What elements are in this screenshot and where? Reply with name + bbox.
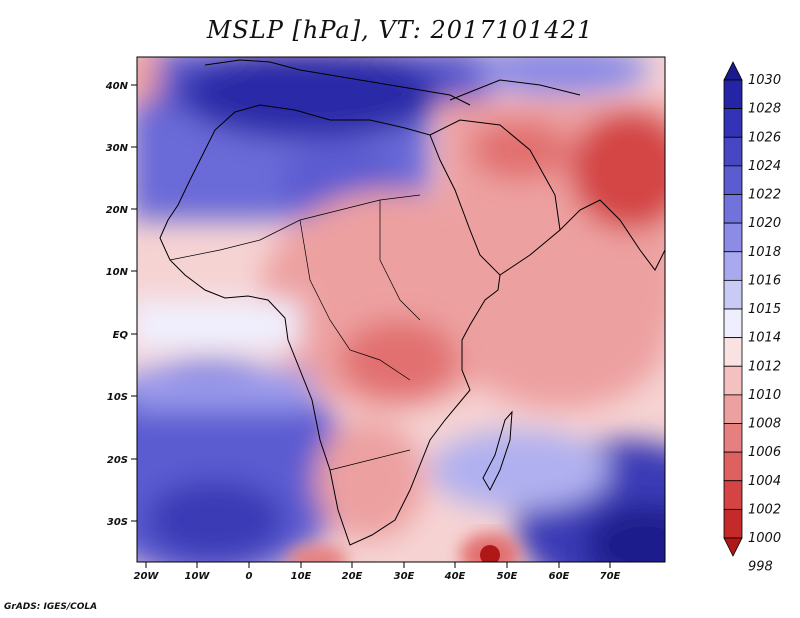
lat-label: 20S <box>107 455 128 466</box>
colorbar-segment <box>723 480 743 510</box>
colorbar-label: 1024 <box>748 159 781 174</box>
colorbar-label: 1030 <box>748 73 781 88</box>
colorbar-bottom-arrow <box>723 537 743 557</box>
colorbar-segment <box>723 79 743 110</box>
colorbar-label: 1006 <box>748 445 781 460</box>
colorbar-segment <box>723 194 743 224</box>
colorbar-label: 1028 <box>748 102 781 117</box>
latitude-axis: 40N 30N 20N 10N EQ 10S 20S 30S <box>105 81 137 528</box>
colorbar-label: 1020 <box>748 216 781 231</box>
colorbar-label: 1018 <box>748 245 781 260</box>
lon-label: 60E <box>549 571 570 582</box>
cutoff-low <box>480 545 500 562</box>
lat-label: 30N <box>106 143 129 154</box>
arabia-coastline <box>429 119 561 276</box>
lon-label: 20E <box>342 571 363 582</box>
africa-coastline <box>159 104 501 546</box>
lon-label: 30E <box>394 571 415 582</box>
colorbar-segment <box>723 222 743 253</box>
longitude-axis: 20W 10W 0 10E 20E 30E 40E 50E 60E 70E <box>134 562 621 582</box>
colorbar-label: 1002 <box>748 502 781 517</box>
colorbar-label: 1022 <box>748 188 781 203</box>
colorbar-label: 1010 <box>748 388 781 403</box>
colorbar-segment <box>723 308 743 339</box>
colorbar-label: 998 <box>748 560 773 575</box>
lon-label: 50E <box>497 571 518 582</box>
lon-label: 10W <box>185 571 211 582</box>
colorbar-segment <box>723 251 743 281</box>
mediterranean-high <box>180 57 440 140</box>
map-title: MSLP [hPa], VT: 2017101421 <box>206 16 594 44</box>
colorbar-label: 1008 <box>748 417 781 432</box>
lon-label: 40E <box>444 571 466 582</box>
colorbar-segment <box>723 451 743 482</box>
colorbar-label: 1014 <box>748 331 781 346</box>
colorbar-segment <box>723 508 743 539</box>
europe-coastline <box>204 59 471 106</box>
lon-label: 20W <box>134 571 160 582</box>
lon-label: 10E <box>291 571 312 582</box>
lat-label: EQ <box>113 330 129 341</box>
colorbar-segment <box>723 136 743 167</box>
colorbar-segment <box>723 365 743 396</box>
colorbar: 1030 1028 1026 1024 1022 1020 1018 1016 1015 1014… <box>723 61 781 575</box>
colorbar-label: 1000 <box>748 531 781 546</box>
lat-label: 10N <box>106 267 129 278</box>
lon-label: 0 <box>246 571 253 582</box>
grads-credit: GrADS: IGES/COLA <box>4 602 98 612</box>
south-asia-low <box>570 110 665 230</box>
colorbar-label: 1026 <box>748 130 781 145</box>
lat-label: 10S <box>107 392 128 403</box>
lat-label: 40N <box>105 81 129 92</box>
colorbar-segment <box>723 337 743 367</box>
colorbar-segment <box>723 423 743 453</box>
lat-label: 20N <box>106 205 129 216</box>
madagascar <box>482 410 513 492</box>
plot-border <box>136 56 666 563</box>
colorbar-label: 1012 <box>748 359 781 374</box>
colorbar-top-arrow <box>723 61 743 81</box>
colorbar-label: 1016 <box>748 273 781 288</box>
coastlines <box>159 59 665 546</box>
colorbar-label: 1004 <box>748 474 781 489</box>
colorbar-segment <box>723 165 743 195</box>
lat-label: 30S <box>107 517 128 528</box>
india-coastline <box>559 199 665 271</box>
pressure-field <box>137 57 665 562</box>
colorbar-label: 1015 <box>748 302 781 317</box>
lon-label: 70E <box>600 571 621 582</box>
colorbar-segment <box>723 394 743 424</box>
colorbar-segment <box>723 108 743 138</box>
colorbar-segment <box>723 279 743 310</box>
